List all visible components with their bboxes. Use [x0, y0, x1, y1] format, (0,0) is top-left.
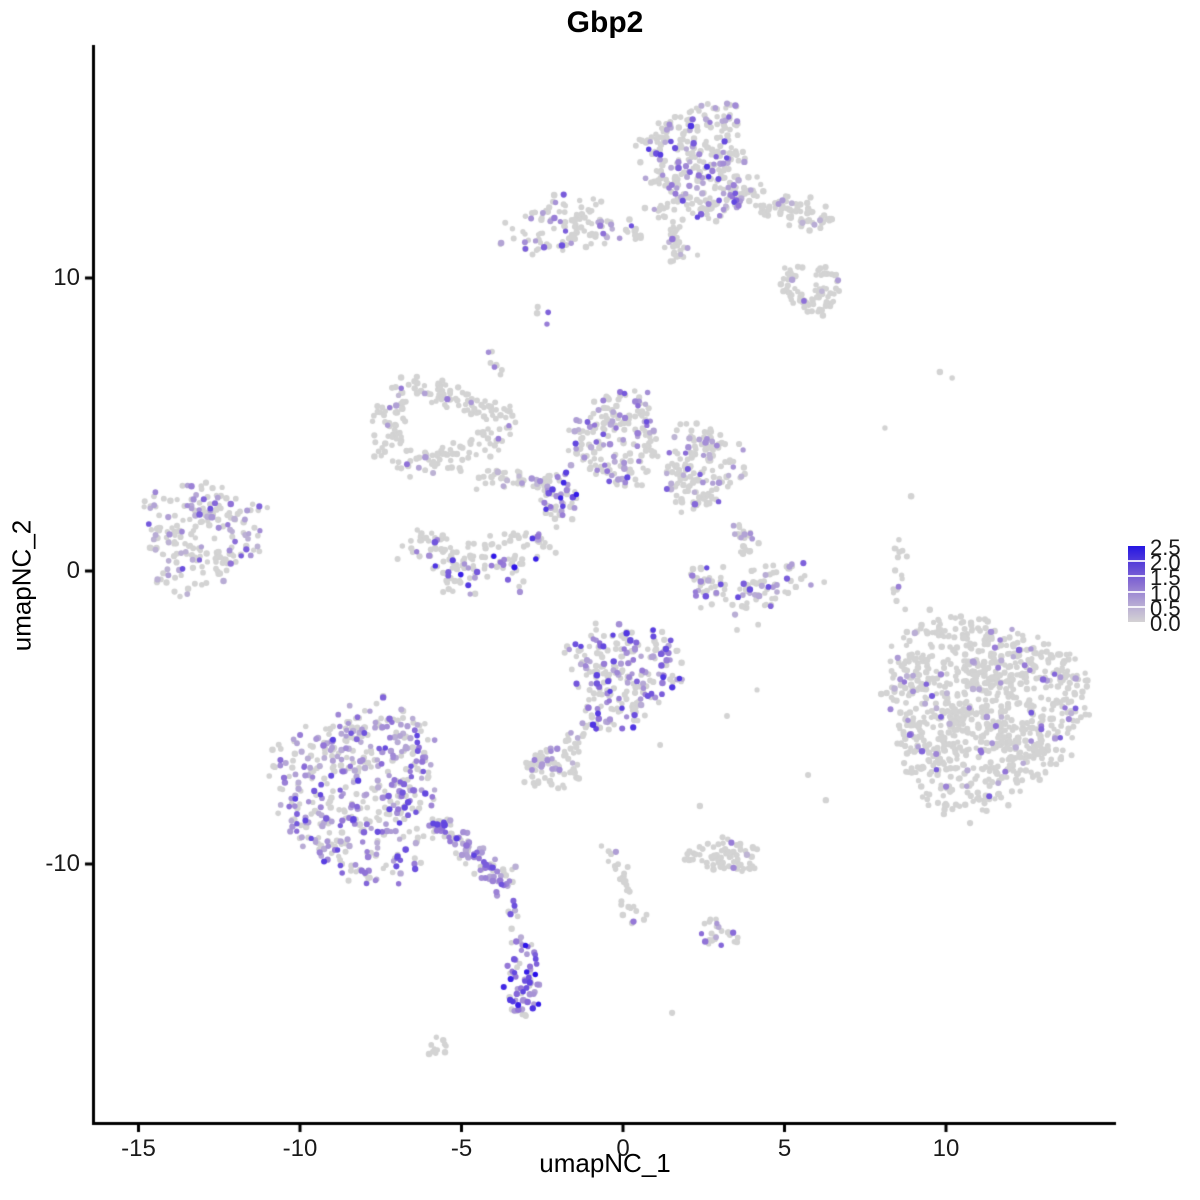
legend-gradient-bar	[1128, 546, 1145, 622]
legend-label: 0.5	[1150, 595, 1181, 621]
x-axis-title: umapNC_1	[539, 1148, 671, 1178]
legend-label: 2.5	[1150, 535, 1181, 560]
legend-tick-mark	[1128, 605, 1145, 608]
legend-tick-mark	[1128, 560, 1145, 563]
legend-label: 2.0	[1150, 550, 1181, 576]
y-tick-label: -10	[45, 850, 80, 877]
x-tick-label: -5	[450, 1135, 473, 1162]
legend-tick-mark	[1128, 575, 1145, 578]
x-tick-label: -15	[121, 1135, 156, 1162]
legend-label: 1.0	[1150, 580, 1181, 606]
x-tick-label: -10	[282, 1135, 318, 1162]
legend-label: 1.5	[1150, 565, 1181, 591]
y-tick-label: 0	[66, 557, 80, 584]
legend-label: 0.0	[1150, 611, 1181, 636]
y-axis-title: umapNC_2	[6, 519, 37, 652]
x-tick-label: 10	[932, 1135, 960, 1162]
x-tick-label: 0	[616, 1135, 630, 1162]
y-tick-label: 10	[53, 264, 80, 291]
plot-title: Gbp2	[566, 6, 644, 39]
x-tick-label: 5	[777, 1135, 792, 1162]
legend-tick-mark	[1128, 590, 1145, 593]
